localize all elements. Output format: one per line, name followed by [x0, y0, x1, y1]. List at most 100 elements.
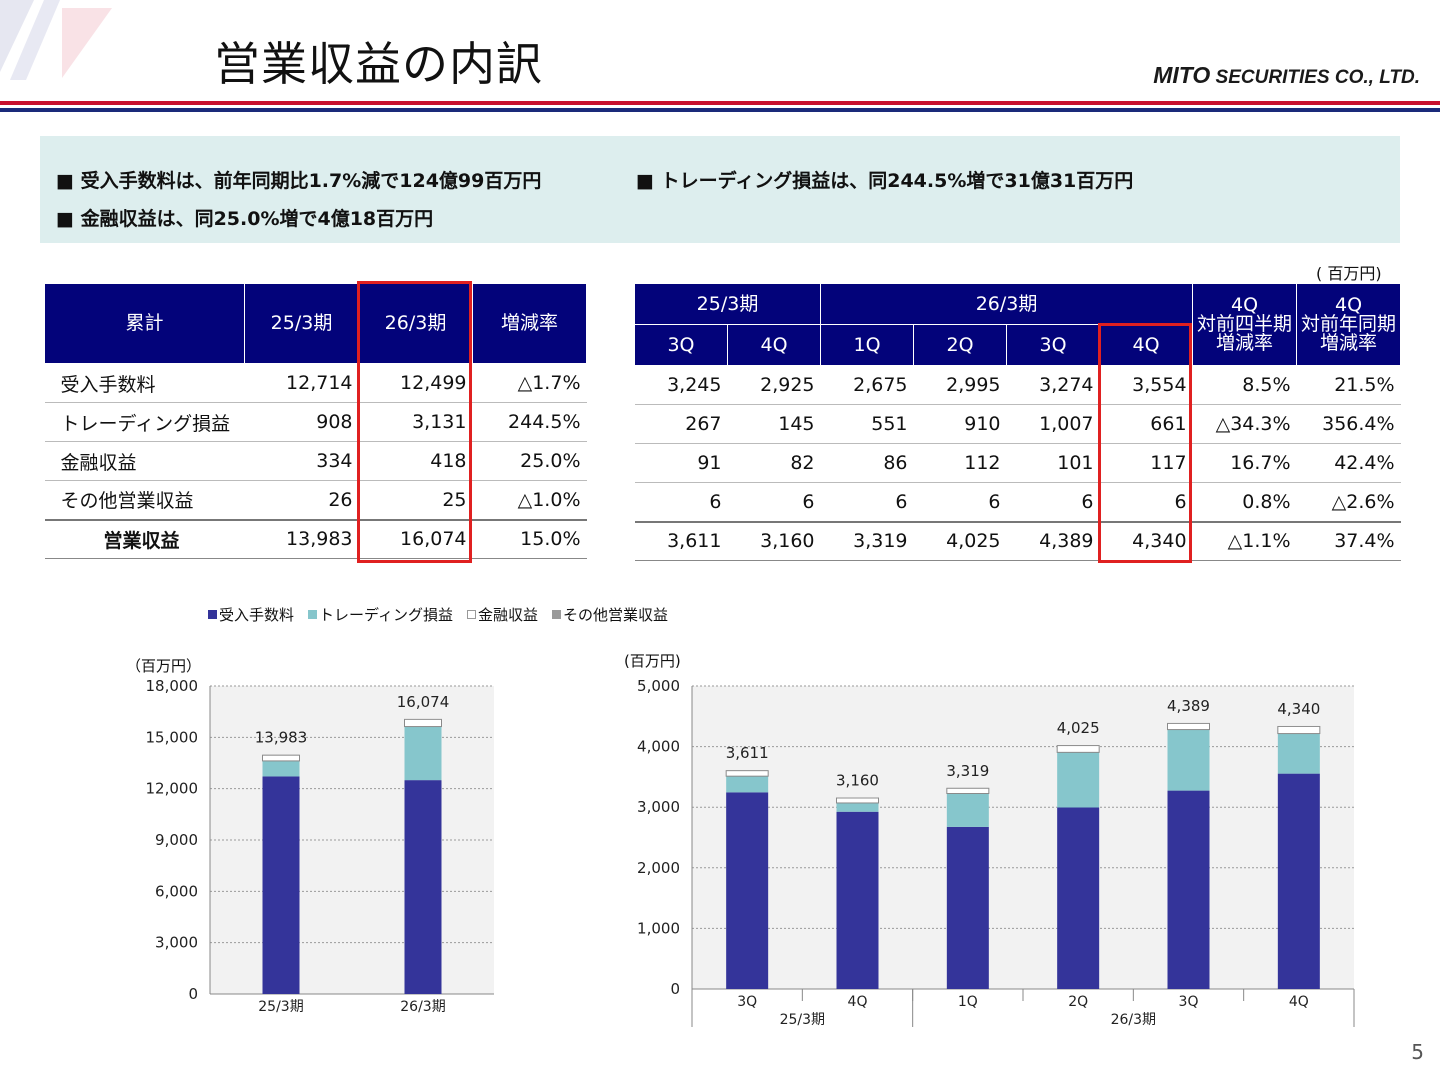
row-label: 受入手数料	[44, 363, 245, 403]
bar-segment	[262, 754, 300, 762]
cell-value: 3,160	[727, 520, 821, 561]
summary-box: ■ 受入手数料は、前年同期比1.7%減で124億99百万円 ■ トレーディング損…	[40, 136, 1400, 243]
legend-swatch	[308, 610, 318, 619]
table-row: トレーディング損益 908 3,131 244.5%	[44, 402, 587, 442]
x-tick-label: 3Q	[737, 994, 757, 1010]
cell-value: 3,131	[358, 402, 473, 442]
col-header-qoq: 4Q 対前四半期 増減率	[1192, 283, 1298, 366]
cell-value: 3,554	[1099, 365, 1193, 405]
col-header-quarter: 3Q	[1006, 324, 1101, 366]
cell-value: 418	[358, 441, 473, 481]
cell-value: 910	[913, 404, 1007, 444]
cell-value: 12,499	[358, 363, 473, 403]
page-number: 5	[1411, 1040, 1424, 1064]
cell-value: 244.5%	[472, 402, 587, 442]
data-label: 13,983	[255, 729, 308, 747]
y-tick-label: 3,000	[155, 934, 198, 952]
plot-area	[692, 686, 1354, 989]
bar-segment	[1057, 807, 1100, 989]
cell-value: 112	[913, 443, 1007, 483]
table-row: 267 145 551 910 1,007 661 △34.3% 356.4%	[634, 404, 1401, 444]
table-row-total: 3,611 3,160 3,319 4,025 4,389 4,340 △1.1% 37.4%	[634, 520, 1401, 561]
y-tick-label: 0	[670, 980, 680, 998]
summary-commission: ■ 受入手数料は、前年同期比1.7%減で124億99百万円	[56, 170, 542, 192]
cell-value: 145	[727, 404, 821, 444]
qoq-line: 4Q	[1231, 294, 1259, 316]
legend-swatch	[208, 610, 217, 619]
row-label: 金融収益	[44, 441, 245, 481]
header-rule-red	[0, 101, 1440, 105]
bar-segment	[1277, 725, 1321, 735]
cell-value: △1.1%	[1192, 520, 1297, 561]
y-tick-label: 12,000	[146, 780, 199, 798]
data-label: 4,340	[1277, 700, 1320, 718]
cell-value: 6	[634, 482, 728, 522]
legend-label: その他営業収益	[562, 606, 668, 624]
legend-label: 金融収益	[477, 606, 538, 624]
cell-value: 13,983	[244, 518, 359, 559]
table-row: 金融収益 334 418 25.0%	[44, 441, 587, 481]
col-header-quarter: 1Q	[820, 324, 915, 366]
quarterly-table-body: 3,245 2,925 2,675 2,995 3,274 3,554 8.5% 21.5% 2…	[634, 365, 1401, 561]
bar-segment	[404, 726, 442, 781]
cell-value: 0.8%	[1192, 482, 1297, 522]
cell-value: △1.7%	[472, 363, 587, 403]
x-group-label: 26/3期	[1111, 1012, 1156, 1028]
cell-value: 3,319	[820, 520, 914, 561]
cell-value: 15.0%	[472, 518, 587, 559]
y-tick-label: 6,000	[155, 882, 198, 900]
cell-value: 2,675	[820, 365, 914, 405]
bar-segment	[1167, 790, 1210, 989]
chart-right-unit: (百万円)	[624, 652, 681, 670]
group-header-fy25: 25/3期	[633, 283, 822, 325]
quarterly-table: 25/3期 26/3期 4Q 対前四半期 増減率 4Q 対前年同期 増減率 3Q 4Q …	[633, 283, 1402, 561]
cell-value: 2,925	[727, 365, 821, 405]
bar-segment	[836, 802, 879, 812]
y-tick-label: 2,000	[637, 859, 680, 877]
col-header-quarter: 4Q	[1099, 324, 1194, 366]
chart-legend: 受入手数料 トレーディング損益 金融収益 その他営業収益	[208, 604, 668, 625]
cell-value: △2.6%	[1296, 482, 1401, 522]
cell-value: 334	[244, 441, 359, 481]
data-label: 4,025	[1057, 719, 1100, 737]
row-label: その他営業収益	[44, 480, 245, 520]
col-header-yoy: 4Q 対前年同期 増減率	[1296, 283, 1402, 366]
cell-value: 37.4%	[1296, 520, 1401, 561]
y-tick-label: 1,000	[637, 919, 680, 937]
y-tick-label: 4,000	[637, 738, 680, 756]
yoy-line: 4Q	[1335, 294, 1363, 316]
bar-segment	[725, 770, 769, 777]
yoy-line: 対前年同期	[1301, 313, 1397, 335]
cumulative-table: 累計 25/3期 26/3期 増減率 受入手数料 12,714 12,499 △…	[44, 283, 587, 559]
x-tick-label: 2Q	[1068, 994, 1088, 1010]
table-row: 受入手数料 12,714 12,499 △1.7%	[44, 363, 587, 403]
table-row-total: 営業収益 13,983 16,074 15.0%	[44, 518, 587, 559]
data-label: 3,611	[726, 744, 769, 762]
data-label: 4,389	[1167, 697, 1210, 715]
group-header-fy26: 26/3期	[820, 283, 1194, 325]
cell-value: 661	[1099, 404, 1193, 444]
cell-value: 91	[634, 443, 728, 483]
x-tick-label: 4Q	[848, 994, 868, 1010]
summary-trading: ■ トレーディング損益は、同244.5%増で31億31百万円	[636, 170, 1134, 192]
legend-item: トレーディング損益	[308, 604, 453, 625]
x-tick-label: 1Q	[958, 994, 978, 1010]
summary-financial: ■ 金融収益は、同25.0%増で4億18百万円	[56, 208, 434, 230]
bar-segment	[262, 760, 300, 777]
cell-value: 6	[913, 482, 1007, 522]
legend-label: 受入手数料	[219, 606, 295, 624]
legend-item: その他営業収益	[551, 604, 668, 625]
y-tick-label: 0	[188, 985, 198, 1003]
cell-value: 82	[727, 443, 821, 483]
cell-value: 4,340	[1099, 520, 1193, 561]
y-tick-label: 9,000	[155, 831, 198, 849]
cell-value: 6	[1099, 482, 1193, 522]
page-title: 営業収益の内訳	[214, 37, 543, 91]
cell-value: 6	[820, 482, 914, 522]
chart-group-1: 0 1,000 2,000 3,000 4,000 5,000 3,611 3Q 3,160 4Q…	[637, 677, 1355, 1028]
x-tick-label: 3Q	[1179, 994, 1199, 1010]
legend-label: トレーディング損益	[319, 606, 453, 624]
row-label: トレーディング損益	[44, 402, 245, 442]
bar-segment	[404, 780, 442, 994]
cell-value: 12,714	[244, 363, 359, 403]
